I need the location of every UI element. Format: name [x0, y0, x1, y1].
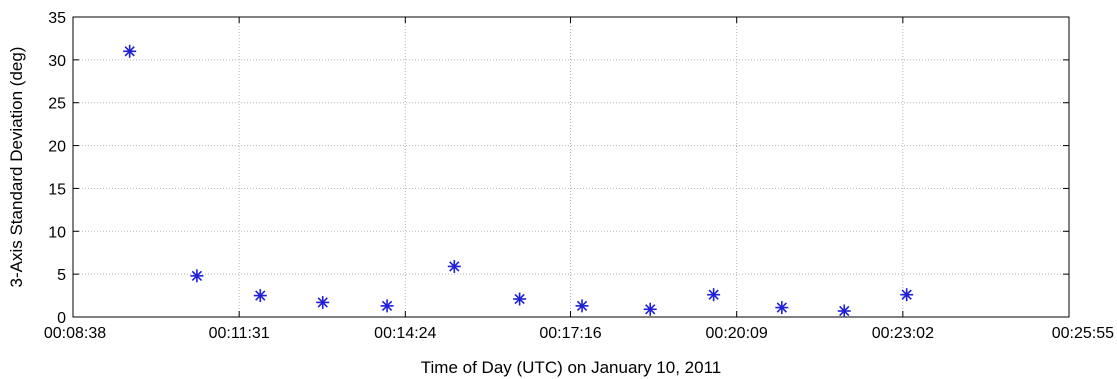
y-tick-label: 5 — [57, 267, 66, 284]
data-point — [513, 292, 527, 306]
y-tick-label: 20 — [48, 139, 66, 156]
y-tick-label: 35 — [48, 10, 66, 27]
data-point — [643, 302, 657, 316]
data-point — [380, 299, 394, 313]
x-tick-label: 00:08:38 — [44, 325, 106, 342]
x-axis-label: Time of Day (UTC) on January 10, 2011 — [421, 358, 721, 377]
data-point — [575, 299, 589, 313]
data-point — [316, 295, 330, 309]
data-point — [900, 288, 914, 302]
x-tick-label: 00:11:31 — [209, 325, 270, 342]
data-point — [123, 44, 137, 58]
y-axis-label: 3-Axis Standard Deviation (deg) — [7, 47, 26, 288]
x-tick-label: 00:14:24 — [374, 325, 436, 342]
x-tick-label: 00:20:09 — [706, 325, 768, 342]
x-tick-label: 00:23:02 — [872, 325, 934, 342]
data-point — [837, 304, 851, 318]
axis-ticks — [72, 16, 1070, 318]
data-points — [123, 44, 914, 318]
data-point — [775, 301, 789, 315]
data-point — [707, 288, 721, 302]
x-tick-label: 00:17:16 — [539, 325, 601, 342]
data-point — [253, 289, 267, 303]
y-tick-label: 25 — [48, 96, 66, 113]
y-tick-labels: 0 5 10 15 20 25 30 35 — [48, 10, 66, 327]
y-tick-label: 30 — [48, 53, 66, 70]
grid-lines — [73, 17, 1069, 317]
x-tick-label: 00:25:55 — [1052, 325, 1114, 342]
data-point — [447, 259, 461, 273]
y-tick-label: 10 — [48, 224, 66, 241]
y-tick-label: 0 — [57, 310, 66, 327]
x-tick-labels: 00:08:38 00:11:31 00:14:24 00:17:16 00:20:09… — [44, 325, 1114, 342]
data-point — [190, 269, 204, 283]
y-tick-label: 15 — [48, 181, 66, 198]
